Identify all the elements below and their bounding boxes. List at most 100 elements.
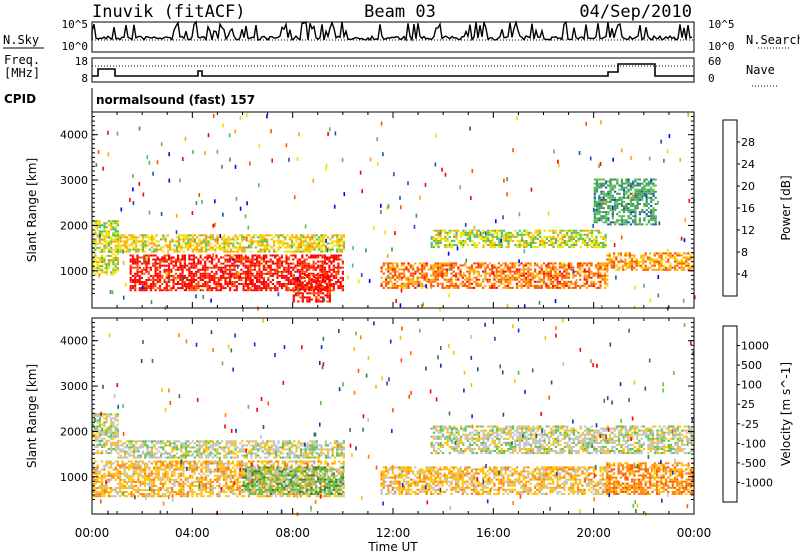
data-cell — [477, 284, 480, 287]
data-cell — [480, 237, 483, 240]
data-cell — [114, 267, 117, 270]
data-cell — [229, 258, 232, 261]
data-cell — [260, 281, 263, 283]
data-cell — [250, 450, 253, 453]
data-cell — [201, 258, 205, 261]
data-cell — [543, 272, 546, 275]
data-cell — [543, 239, 546, 242]
data-cell — [172, 276, 175, 279]
data-cell — [380, 268, 383, 271]
data-cell — [107, 439, 110, 442]
data-cell — [380, 266, 383, 269]
data-cell — [188, 283, 191, 285]
data-cell — [190, 264, 193, 267]
data-cell — [409, 274, 412, 277]
data-cell — [593, 211, 596, 214]
data-cell — [588, 268, 591, 271]
data-cell — [231, 272, 234, 275]
data-cell — [605, 213, 608, 216]
data-cell — [634, 190, 637, 193]
data-cell — [572, 231, 575, 234]
data-cell — [559, 244, 562, 246]
data-cell — [552, 244, 555, 246]
data-cell — [296, 268, 299, 271]
data-cell — [305, 258, 308, 261]
data-cell — [478, 229, 481, 232]
data-cell — [652, 217, 655, 220]
data-cell — [623, 196, 626, 199]
data-cell — [636, 205, 639, 207]
data-cell — [625, 178, 628, 181]
data-cell — [157, 240, 160, 243]
noise-tick-low-right: 10^0 — [708, 40, 735, 53]
scatter-cell — [469, 126, 471, 131]
data-cell — [460, 239, 463, 242]
data-cell — [168, 254, 171, 257]
data-cell — [215, 289, 218, 292]
data-cell — [245, 236, 248, 239]
data-cell — [389, 268, 392, 271]
data-cell — [500, 246, 503, 249]
data-cell — [515, 284, 519, 287]
data-cell — [518, 229, 521, 232]
data-cell — [592, 284, 595, 287]
data-cell — [280, 254, 284, 257]
data-cell — [256, 256, 259, 259]
scatter-cell — [246, 113, 248, 118]
data-cell — [312, 281, 315, 283]
data-cell — [618, 203, 621, 205]
data-cell — [140, 270, 144, 273]
data-cell — [110, 437, 113, 440]
data-cell — [234, 250, 237, 253]
data-cell — [507, 233, 510, 236]
data-cell — [475, 266, 478, 269]
freq-tick-low: 8 — [81, 72, 88, 85]
data-cell — [256, 289, 259, 292]
data-cell — [114, 450, 117, 452]
scatter-cell — [384, 230, 386, 235]
data-cell — [590, 264, 593, 267]
data-cell — [157, 244, 160, 247]
data-cell — [636, 196, 639, 199]
data-cell — [277, 248, 280, 251]
data-cell — [294, 294, 298, 297]
data-cell — [649, 266, 652, 269]
data-cell — [602, 184, 605, 187]
data-cell — [256, 276, 259, 279]
data-cell — [239, 244, 242, 247]
data-cell — [128, 238, 131, 241]
data-cell — [168, 266, 171, 269]
scatter-cell — [175, 230, 178, 235]
scatter-cell — [334, 131, 337, 136]
data-cell — [225, 446, 228, 449]
data-cell — [338, 240, 341, 243]
scatter-cell — [649, 298, 652, 303]
data-cell — [576, 272, 580, 275]
data-cell — [310, 266, 313, 269]
data-cell — [491, 229, 494, 232]
scatter-cell — [612, 205, 614, 210]
data-cell — [634, 207, 637, 210]
data-cell — [233, 274, 236, 277]
scatter-cell — [148, 210, 151, 215]
data-cell — [154, 254, 157, 257]
data-cell — [207, 236, 210, 239]
data-cell — [687, 258, 690, 261]
data-cell — [342, 234, 345, 237]
data-cell — [403, 282, 406, 285]
data-cell — [143, 287, 146, 290]
data-cell — [249, 260, 252, 263]
data-cell — [149, 289, 153, 292]
data-cell — [94, 254, 97, 257]
data-cell — [304, 296, 307, 299]
data-cell — [623, 209, 626, 212]
data-cell — [645, 190, 648, 193]
data-cell — [515, 268, 519, 271]
data-cell — [389, 266, 392, 269]
data-cell — [515, 270, 519, 273]
data-cell — [602, 242, 605, 244]
data-cell — [294, 292, 298, 295]
data-cell — [238, 276, 241, 279]
data-cell — [627, 209, 630, 212]
scatter-cell — [402, 285, 405, 290]
